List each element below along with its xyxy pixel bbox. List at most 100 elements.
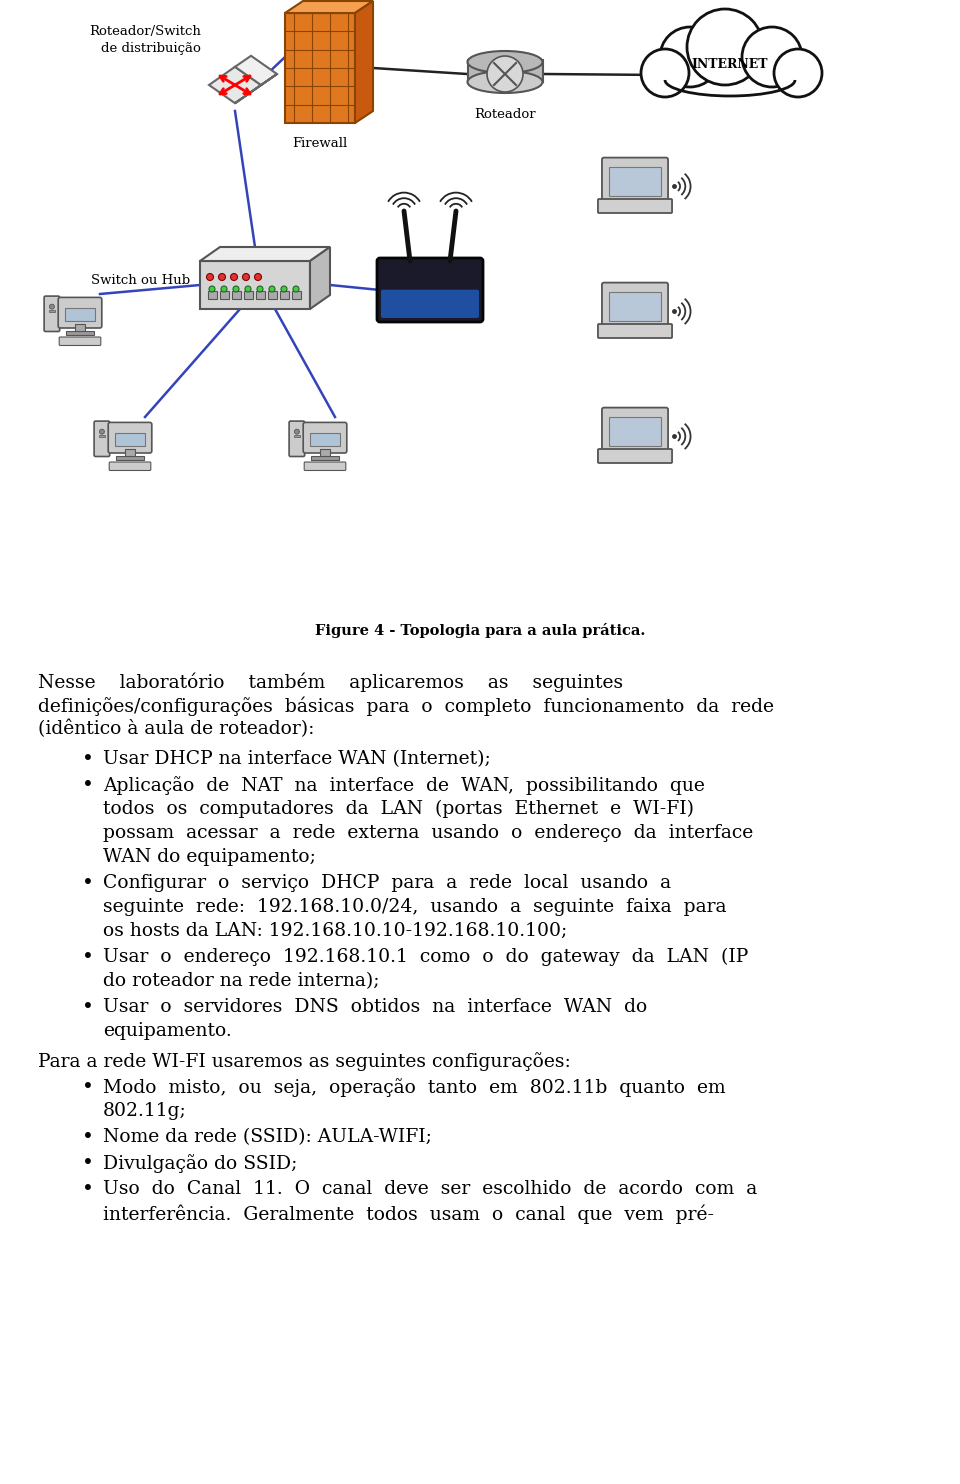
Ellipse shape <box>468 50 542 73</box>
Bar <box>609 417 661 447</box>
Circle shape <box>245 286 251 292</box>
Text: todos  os  computadores  da  LAN  (portas  Ethernet  e  WI-FI): todos os computadores da LAN (portas Eth… <box>103 800 694 818</box>
Text: Uso  do  Canal  11.  O  canal  deve  ser  escolhido  de  acordo  com  a: Uso do Canal 11. O canal deve ser escolh… <box>103 1180 757 1198</box>
Text: Usar  o  endereço  192.168.10.1  como  o  do  gateway  da  LAN  (IP: Usar o endereço 192.168.10.1 como o do g… <box>103 948 748 966</box>
Bar <box>49 310 56 312</box>
Text: •: • <box>82 948 94 968</box>
Bar <box>292 291 301 298</box>
Text: Switch ou Hub: Switch ou Hub <box>91 273 190 286</box>
FancyBboxPatch shape <box>598 450 672 463</box>
Text: possam  acessar  a  rede  externa  usando  o  endereço  da  interface: possam acessar a rede externa usando o e… <box>103 824 754 841</box>
Text: INTERNET: INTERNET <box>692 58 768 71</box>
Bar <box>115 433 145 447</box>
Bar <box>125 450 135 459</box>
FancyBboxPatch shape <box>60 337 101 346</box>
Text: •: • <box>82 1180 94 1199</box>
Bar <box>116 456 144 460</box>
Circle shape <box>209 286 215 292</box>
Text: 802.11g;: 802.11g; <box>103 1103 187 1120</box>
Bar <box>268 291 277 298</box>
Text: Firewall: Firewall <box>293 137 348 150</box>
Circle shape <box>774 49 822 96</box>
Text: equipamento.: equipamento. <box>103 1022 231 1040</box>
Text: •: • <box>82 1155 94 1172</box>
Circle shape <box>742 27 802 88</box>
Bar <box>65 309 95 321</box>
Bar <box>668 55 794 85</box>
Bar <box>609 291 661 321</box>
Bar <box>320 450 330 459</box>
Circle shape <box>206 273 213 280</box>
Text: Para a rede WI-FI usaremos as seguintes configurações:: Para a rede WI-FI usaremos as seguintes … <box>38 1052 571 1071</box>
Text: Usar DHCP na interface WAN (Internet);: Usar DHCP na interface WAN (Internet); <box>103 749 491 769</box>
Ellipse shape <box>468 71 542 93</box>
Polygon shape <box>285 13 355 123</box>
Text: os hosts da LAN: 192.168.10.10-192.168.10.100;: os hosts da LAN: 192.168.10.10-192.168.1… <box>103 922 567 939</box>
Bar <box>244 291 253 298</box>
Circle shape <box>230 273 237 280</box>
Polygon shape <box>200 261 310 309</box>
Circle shape <box>269 286 275 292</box>
FancyBboxPatch shape <box>304 462 346 470</box>
FancyBboxPatch shape <box>602 157 668 203</box>
Bar <box>310 433 340 447</box>
Circle shape <box>487 56 523 92</box>
FancyBboxPatch shape <box>381 289 479 318</box>
Polygon shape <box>310 246 330 309</box>
Circle shape <box>660 27 720 88</box>
Text: Figure 4 - Topologia para a aula prática.: Figure 4 - Topologia para a aula prática… <box>315 622 645 638</box>
Circle shape <box>293 286 299 292</box>
FancyBboxPatch shape <box>468 59 543 82</box>
Bar <box>99 435 106 438</box>
Text: Nesse    laboratório    também    aplicaremos    as    seguintes: Nesse laboratório também aplicaremos as … <box>38 672 623 692</box>
FancyBboxPatch shape <box>303 423 347 453</box>
Circle shape <box>219 273 226 280</box>
Bar <box>311 456 339 460</box>
FancyBboxPatch shape <box>598 199 672 214</box>
FancyBboxPatch shape <box>289 421 304 457</box>
Polygon shape <box>355 1 373 123</box>
Text: Configurar  o  serviço  DHCP  para  a  rede  local  usando  a: Configurar o serviço DHCP para a rede lo… <box>103 874 671 892</box>
Text: •: • <box>82 749 94 769</box>
FancyBboxPatch shape <box>94 421 109 457</box>
Text: Usar  o  servidores  DNS  obtidos  na  interface  WAN  do: Usar o servidores DNS obtidos na interfa… <box>103 999 647 1017</box>
Text: •: • <box>82 999 94 1017</box>
FancyBboxPatch shape <box>602 282 668 328</box>
Circle shape <box>295 429 300 435</box>
Text: (idêntico à aula de roteador):: (idêntico à aula de roteador): <box>38 720 314 739</box>
Circle shape <box>100 429 105 435</box>
Bar <box>220 291 229 298</box>
Bar <box>256 291 265 298</box>
Circle shape <box>233 286 239 292</box>
Text: •: • <box>82 1128 94 1147</box>
Text: •: • <box>82 874 94 893</box>
Circle shape <box>221 286 227 292</box>
FancyBboxPatch shape <box>59 297 102 328</box>
FancyBboxPatch shape <box>44 297 60 331</box>
Bar <box>468 59 543 82</box>
Polygon shape <box>200 246 330 261</box>
FancyBboxPatch shape <box>109 462 151 470</box>
Circle shape <box>257 286 263 292</box>
Bar <box>294 435 300 438</box>
Text: Divulgação do SSID;: Divulgação do SSID; <box>103 1155 298 1172</box>
FancyBboxPatch shape <box>377 258 483 322</box>
Polygon shape <box>235 74 277 104</box>
FancyBboxPatch shape <box>598 324 672 338</box>
Circle shape <box>254 273 261 280</box>
Circle shape <box>687 9 763 85</box>
FancyBboxPatch shape <box>602 408 668 453</box>
Text: definições/configurações  básicas  para  o  completo  funcionamento  da  rede: definições/configurações básicas para o … <box>38 696 774 715</box>
Text: Modo  misto,  ou  seja,  operação  tanto  em  802.11b  quanto  em: Modo misto, ou seja, operação tanto em 8… <box>103 1077 726 1097</box>
Text: Aplicação  de  NAT  na  interface  de  WAN,  possibilitando  que: Aplicação de NAT na interface de WAN, po… <box>103 776 705 795</box>
Bar <box>232 291 241 298</box>
Circle shape <box>641 49 689 96</box>
Text: •: • <box>82 776 94 795</box>
Text: Nome da rede (SSID): AULA-WIFI;: Nome da rede (SSID): AULA-WIFI; <box>103 1128 432 1146</box>
Text: do roteador na rede interna);: do roteador na rede interna); <box>103 972 379 990</box>
Circle shape <box>49 304 55 309</box>
Text: seguinte  rede:  192.168.10.0/24,  usando  a  seguinte  faixa  para: seguinte rede: 192.168.10.0/24, usando a… <box>103 898 727 916</box>
Polygon shape <box>235 56 277 85</box>
Text: Roteador/Switch
de distribuição: Roteador/Switch de distribuição <box>89 25 201 55</box>
Text: •: • <box>82 1077 94 1097</box>
